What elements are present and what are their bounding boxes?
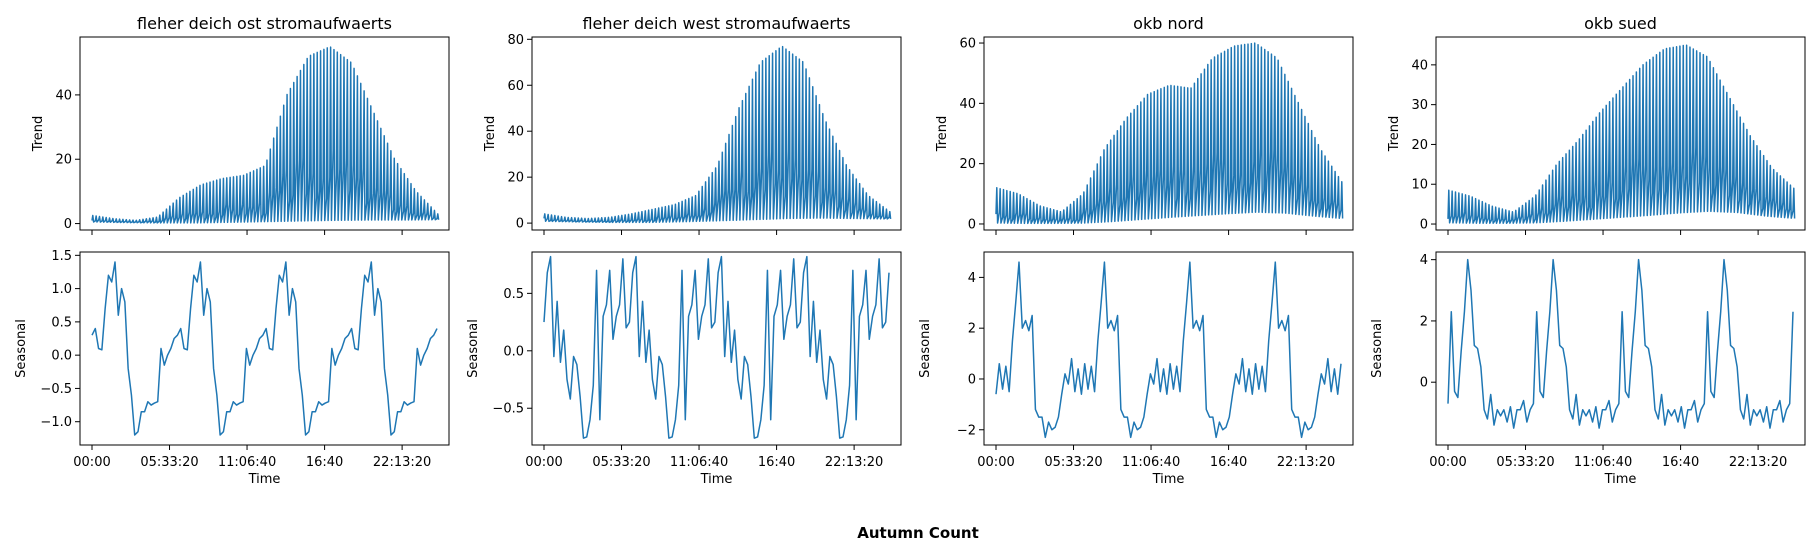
x-tick-label: 11:06:40 bbox=[670, 455, 728, 470]
y-tick-label: −2 bbox=[957, 423, 976, 438]
x-tick-label: 05:33:20 bbox=[592, 455, 650, 470]
y-tick-label: 0 bbox=[1420, 218, 1428, 233]
y-tick-label: 4 bbox=[1420, 253, 1428, 268]
panel-1-trend: fleher deich west stromaufwaerts Trend 0 20… bbox=[483, 14, 902, 235]
y-tick-label: −1.0 bbox=[40, 415, 72, 430]
subplot-title: fleher deich ost stromaufwaerts bbox=[137, 14, 392, 33]
x-tick-label: 16:40 bbox=[1210, 455, 1247, 470]
y-tick-label: 0.0 bbox=[503, 344, 524, 359]
x-tick-label: 11:06:40 bbox=[218, 455, 276, 470]
subplots-grid: fleher deich ost stromaufwaertsTrend0204… bbox=[14, 14, 1806, 487]
x-tick-label: 22:13:20 bbox=[1277, 455, 1335, 470]
y-tick-label: 0 bbox=[968, 217, 976, 232]
y-tick-label: 2 bbox=[968, 322, 976, 337]
y-tick-label: 0.0 bbox=[51, 349, 72, 364]
y-tick-label: −0.5 bbox=[492, 402, 524, 417]
y-tick-label: 60 bbox=[507, 79, 524, 94]
axes-frame bbox=[531, 251, 902, 446]
y-tick-label: 4 bbox=[968, 271, 976, 286]
y-tick-label: 0.5 bbox=[51, 315, 72, 330]
axes-frame bbox=[983, 251, 1354, 446]
x-tick-label: 00:00 bbox=[73, 455, 110, 470]
x-tick-label: 16:40 bbox=[758, 455, 795, 470]
x-axis-label: Time bbox=[1604, 472, 1637, 487]
x-tick-label: 00:00 bbox=[977, 455, 1014, 470]
y-tick-label: 0.5 bbox=[503, 287, 524, 302]
y-tick-label: 40 bbox=[959, 97, 976, 112]
figure-suptitle: Autumn Count bbox=[857, 524, 979, 542]
y-tick-label: 1.0 bbox=[51, 282, 72, 297]
x-axis-label: Time bbox=[248, 472, 281, 487]
series-line-trend bbox=[543, 45, 892, 224]
axes-frame bbox=[531, 36, 902, 231]
y-axis-label: Seasonal bbox=[14, 319, 29, 378]
y-axis-label: Trend bbox=[1387, 116, 1402, 153]
series-line-seasonal bbox=[91, 261, 438, 436]
y-tick-label: 60 bbox=[959, 37, 976, 52]
y-axis-label: Seasonal bbox=[1370, 319, 1385, 378]
y-tick-label: 20 bbox=[507, 171, 524, 186]
x-tick-label: 00:00 bbox=[1429, 455, 1466, 470]
y-tick-label: 40 bbox=[1411, 58, 1428, 73]
y-tick-label: 30 bbox=[1411, 98, 1428, 113]
y-tick-label: 20 bbox=[959, 157, 976, 172]
x-tick-label: 05:33:20 bbox=[1044, 455, 1102, 470]
y-tick-label: 20 bbox=[1411, 138, 1428, 153]
x-tick-label: 22:13:20 bbox=[373, 455, 431, 470]
y-tick-label: 0 bbox=[1420, 376, 1428, 391]
x-tick-label: 11:06:40 bbox=[1122, 455, 1180, 470]
y-tick-label: 80 bbox=[507, 33, 524, 48]
series-line-trend bbox=[995, 42, 1344, 225]
x-tick-label: 22:13:20 bbox=[1729, 455, 1787, 470]
series-line-trend bbox=[1447, 44, 1796, 224]
y-axis-label: Seasonal bbox=[918, 319, 933, 378]
x-tick-label: 05:33:20 bbox=[1496, 455, 1554, 470]
y-tick-label: 20 bbox=[55, 153, 72, 168]
y-axis-label: Seasonal bbox=[466, 319, 481, 378]
x-axis-label: Time bbox=[700, 472, 733, 487]
y-tick-label: 0 bbox=[64, 217, 72, 232]
y-axis-label: Trend bbox=[31, 116, 46, 153]
y-tick-label: 0 bbox=[968, 372, 976, 387]
axes-frame bbox=[983, 36, 1354, 231]
axes-frame bbox=[79, 36, 450, 231]
y-tick-label: 1.5 bbox=[51, 249, 72, 264]
subplot-title: okb sued bbox=[1584, 14, 1657, 33]
series-line-seasonal bbox=[1447, 258, 1794, 429]
panel-3-seasonal: Seasonal 0 2 4 00:00 05:33:20 11:06:40 16:40 22:… bbox=[1370, 251, 1806, 487]
axes-frame bbox=[1435, 36, 1806, 231]
panel-1-seasonal: Seasonal −0.5 0.0 0.5 00:00 05:33:20 11:06:40 1… bbox=[466, 251, 902, 487]
x-tick-label: 05:33:20 bbox=[140, 455, 198, 470]
x-tick-label: 16:40 bbox=[306, 455, 343, 470]
x-tick-label: 16:40 bbox=[1662, 455, 1699, 470]
x-axis-label: Time bbox=[1152, 472, 1185, 487]
y-tick-label: 40 bbox=[507, 125, 524, 140]
x-tick-label: 11:06:40 bbox=[1574, 455, 1632, 470]
subplot-title: fleher deich west stromaufwaerts bbox=[582, 14, 850, 33]
series-line-seasonal bbox=[995, 261, 1342, 439]
y-axis-label: Trend bbox=[935, 116, 950, 153]
subplot-title: okb nord bbox=[1133, 14, 1204, 33]
series-line-seasonal bbox=[543, 255, 890, 439]
panel-2-trend: okb nord Trend 0 20 40 60 bbox=[935, 14, 1354, 235]
y-tick-label: −0.5 bbox=[40, 382, 72, 397]
panel-3-trend: okb sued Trend 0 10 20 30 40 bbox=[1387, 14, 1806, 235]
axes-frame bbox=[1435, 251, 1806, 446]
series-line-trend bbox=[91, 46, 440, 224]
x-tick-label: 00:00 bbox=[525, 455, 562, 470]
y-axis-label: Trend bbox=[483, 116, 498, 153]
y-tick-label: 2 bbox=[1420, 314, 1428, 329]
axes-frame bbox=[79, 251, 450, 446]
x-tick-label: 22:13:20 bbox=[825, 455, 883, 470]
panel-0-seasonal: Seasonal −1.0 −0.5 0.0 0.5 1.0 1.5 00:00 05:33:2… bbox=[14, 249, 450, 487]
panel-2-seasonal: Seasonal −2 0 2 4 00:00 05:33:20 11:06:40 16:40 2… bbox=[918, 251, 1354, 487]
y-tick-label: 0 bbox=[516, 217, 524, 232]
y-tick-label: 10 bbox=[1411, 178, 1428, 193]
y-tick-label: 40 bbox=[55, 88, 72, 103]
panel-0-trend: fleher deich ost stromaufwaerts Trend 0 20 4… bbox=[31, 14, 450, 235]
